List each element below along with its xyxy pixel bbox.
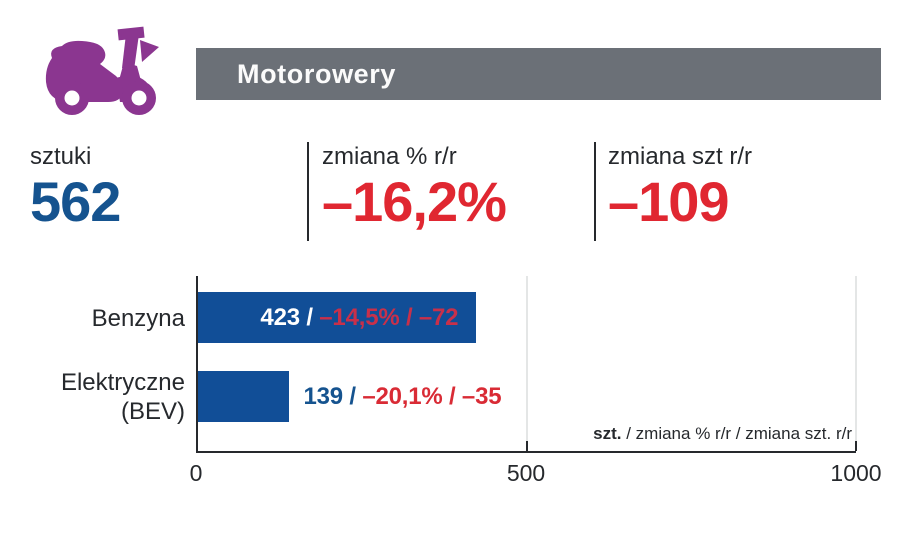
stat-divider xyxy=(307,142,309,241)
stat-change-percent: zmiana % r/r –16,2% xyxy=(322,143,507,233)
bar-chart-plot: 423 / –14,5% / –72 139 / –20,1% / –35 sz… xyxy=(196,276,857,453)
axis-tick-500 xyxy=(526,441,528,451)
chart-footnote: szt. / zmiana % r/r / zmiana szt. r/r xyxy=(593,424,852,443)
x-tick-500: 500 xyxy=(506,460,546,486)
bar-units-elektryczne: 139 / xyxy=(303,382,356,410)
category-label-benzyna: Benzyna xyxy=(91,305,185,332)
x-axis: 0 500 1000 xyxy=(190,460,882,490)
bar-changes-elektryczne: –20,1% / –35 xyxy=(362,382,502,410)
bar-units-benzyna: 423 / xyxy=(260,303,313,331)
scooter-icon xyxy=(45,26,159,115)
stat-change-units: zmiana szt r/r –109 xyxy=(608,143,752,232)
page-title: Motorowery xyxy=(237,58,397,89)
stat-change-units-value: –109 xyxy=(608,170,730,233)
bar-value-label-benzyna: 423 / –14,5% / –72 xyxy=(198,292,476,343)
bar-value-label-elektryczne: 139 / –20,1% / –35 xyxy=(303,371,501,422)
stat-change-percent-label: zmiana % r/r xyxy=(322,143,457,170)
bar-elektryczne xyxy=(198,371,290,422)
section-header: Motorowery xyxy=(196,48,881,100)
bar-changes-benzyna: –14,5% / –72 xyxy=(319,303,459,331)
axis-tick-1000 xyxy=(855,441,857,451)
x-tick-1000: 1000 xyxy=(830,460,882,486)
stat-change-units-label: zmiana szt r/r xyxy=(608,143,753,170)
stat-units-label: sztuki xyxy=(30,143,92,170)
category-label-elektryczne: Elektryczne (BEV) xyxy=(60,369,185,425)
stat-divider xyxy=(594,142,596,241)
gridline-1000 xyxy=(855,276,857,451)
gridline-500 xyxy=(526,276,528,451)
stat-change-percent-value: –16,2% xyxy=(322,170,507,233)
stat-units: sztuki 562 xyxy=(30,143,121,233)
bar-benzyna xyxy=(198,292,477,343)
stat-units-value: 562 xyxy=(30,170,121,233)
x-tick-0: 0 xyxy=(189,460,203,486)
